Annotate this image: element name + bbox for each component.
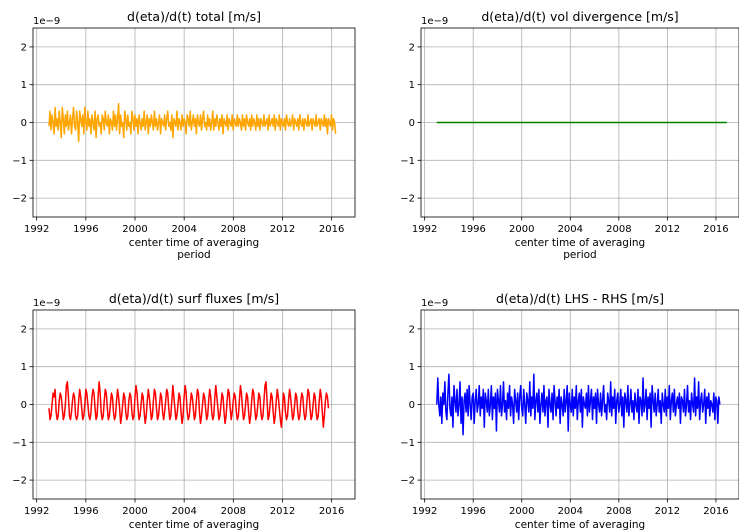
y-offset-text: 1e−9	[421, 16, 448, 27]
x-tick-label: 1996	[73, 506, 98, 517]
x-tick-label: 2004	[558, 224, 583, 235]
y-tick-label: −2	[400, 476, 415, 487]
x-tick-label: 2016	[703, 224, 728, 235]
subplot-1: 1992 1996 2000 2004 2008 2012 2016 −2 −1 0 1 2 1e−9 d…	[12, 9, 356, 261]
x-tick-label: 2008	[221, 506, 246, 517]
x-tick-label: 2012	[270, 506, 295, 517]
x-tick-label: 2012	[270, 224, 295, 235]
subplot-2: 1992 1996 2000 2004 2008 2012 2016 −2 −1 0 1 2 1e−9 d…	[400, 9, 739, 261]
y-tick-label: 2	[409, 324, 415, 335]
x-tick-label: 2000	[122, 224, 147, 235]
y-tick-label: −2	[12, 194, 27, 205]
x-tick-label: 1996	[73, 224, 98, 235]
subplot-3: 1992 1996 2000 2004 2008 2012 2016 −2 −1 0 1 2 1e−9 d…	[12, 291, 356, 531]
x-tick-label: 1992	[412, 506, 437, 517]
plot-title: d(eta)/d(t) LHS - RHS [m/s]	[496, 291, 664, 306]
series-line-1	[436, 373, 721, 436]
x-axis-label: period	[563, 249, 596, 261]
x-tick-label: 2008	[606, 224, 631, 235]
y-tick-label: −2	[12, 476, 27, 487]
y-offset-text: 1e−9	[33, 298, 60, 309]
y-tick-label: 1	[21, 80, 27, 91]
x-tick-label: 2012	[655, 224, 680, 235]
x-axis-label: center time of averaging	[515, 519, 645, 531]
x-tick-label: 1992	[412, 224, 437, 235]
x-tick-label: 2004	[171, 224, 196, 235]
y-tick-label: 1	[409, 362, 415, 373]
x-tick-label: 2016	[319, 224, 344, 235]
subplot-4: 1992 1996 2000 2004 2008 2012 2016 −2 −1 0 1 2 1e−9 d…	[400, 291, 739, 531]
x-axis-label: center time of averaging	[129, 519, 259, 531]
y-tick-label: 2	[409, 42, 415, 53]
x-tick-label: 2000	[122, 506, 147, 517]
x-tick-label: 1996	[460, 224, 485, 235]
x-tick-label: 1992	[24, 224, 49, 235]
x-axis-label: center time of averaging	[515, 237, 645, 249]
plot-title: d(eta)/d(t) vol divergence [m/s]	[481, 9, 678, 24]
y-tick-label: 0	[21, 400, 27, 411]
x-tick-label: 2000	[509, 506, 534, 517]
plot-title: d(eta)/d(t) surf fluxes [m/s]	[109, 291, 279, 306]
y-tick-label: 0	[409, 400, 415, 411]
y-tick-label: 1	[21, 362, 27, 373]
x-tick-label: 2008	[606, 506, 631, 517]
x-tick-label: 2016	[319, 506, 344, 517]
series-line-1	[48, 381, 330, 428]
x-tick-label: 2016	[703, 506, 728, 517]
y-tick-label: −2	[400, 194, 415, 205]
y-offset-text: 1e−9	[33, 16, 60, 27]
x-tick-label: 2012	[655, 506, 680, 517]
y-tick-label: −1	[12, 156, 27, 167]
x-axis-label: center time of averaging	[129, 237, 259, 249]
x-tick-label: 1996	[460, 506, 485, 517]
x-tick-label: 2000	[509, 224, 534, 235]
y-offset-text: 1e−9	[421, 298, 448, 309]
x-tick-label: 1992	[24, 506, 49, 517]
plot-title: d(eta)/d(t) total [m/s]	[127, 9, 261, 24]
x-tick-label: 2004	[171, 506, 196, 517]
y-tick-label: −1	[12, 438, 27, 449]
y-tick-label: 0	[21, 118, 27, 129]
x-tick-label: 2008	[221, 224, 246, 235]
y-tick-label: 2	[21, 42, 27, 53]
series-line-1	[48, 102, 337, 143]
y-tick-label: 1	[409, 80, 415, 91]
y-tick-label: −1	[400, 438, 415, 449]
y-tick-label: 0	[409, 118, 415, 129]
y-tick-label: 2	[21, 324, 27, 335]
y-tick-label: −1	[400, 156, 415, 167]
x-tick-label: 2004	[558, 506, 583, 517]
x-axis-label: period	[177, 249, 210, 261]
